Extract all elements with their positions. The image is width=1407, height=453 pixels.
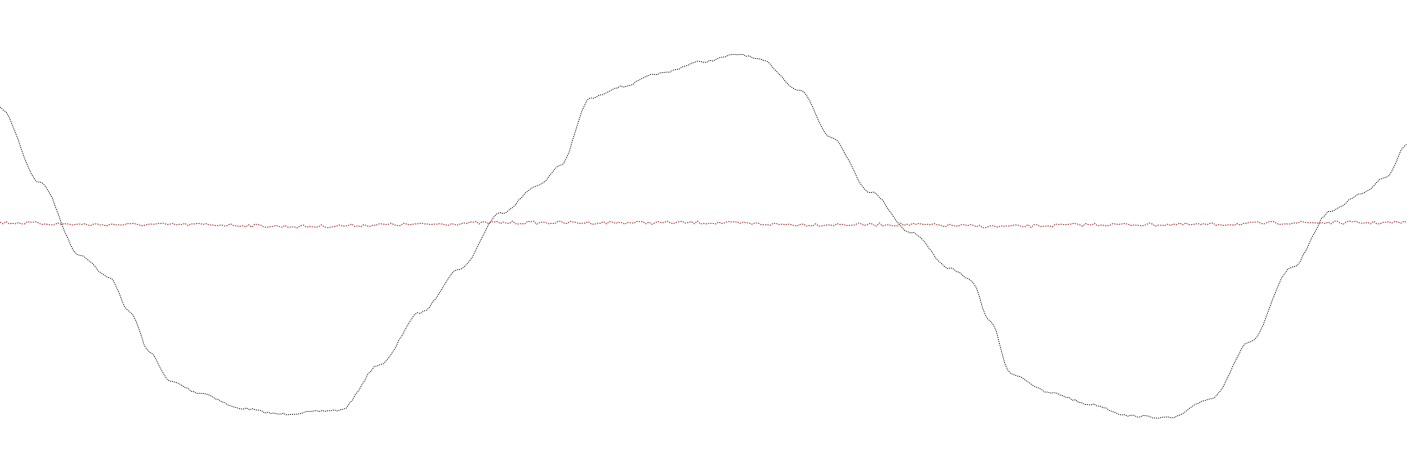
series-layer [0, 53, 1407, 419]
series-line-0 [0, 53, 1407, 419]
series-line-1 [0, 220, 1407, 229]
